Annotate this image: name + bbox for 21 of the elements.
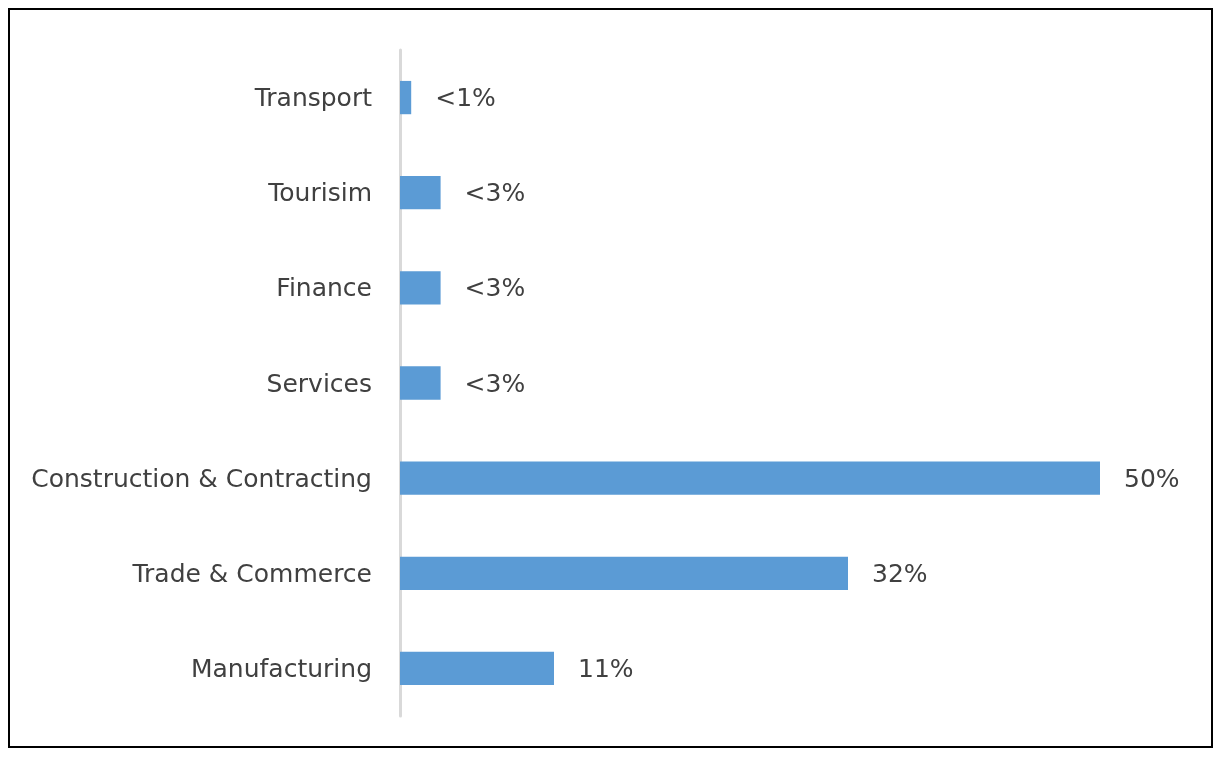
y-tick-label: Transport [253, 83, 373, 113]
y-tick-label: Construction & Contracting [31, 463, 372, 493]
bar [400, 80, 412, 115]
data-label: <3% [464, 178, 526, 208]
bar [400, 176, 441, 210]
data-label: <1% [435, 83, 496, 113]
data-label: 50% [1124, 463, 1180, 493]
y-tick-label: Manufacturing [190, 653, 372, 683]
data-label: 32% [872, 558, 928, 588]
bar [400, 556, 848, 590]
bar [400, 366, 441, 400]
bar [400, 271, 441, 305]
y-tick-label: Finance [276, 273, 372, 303]
data-label: <3% [464, 273, 526, 303]
y-tick-label: Tourisim [267, 178, 372, 208]
bar [400, 651, 554, 686]
data-label: <3% [464, 368, 526, 398]
y-tick-label: Trade & Commerce [131, 558, 372, 588]
data-label: 11% [578, 653, 634, 683]
y-tick-label: Services [266, 368, 372, 398]
bar [400, 461, 1100, 495]
